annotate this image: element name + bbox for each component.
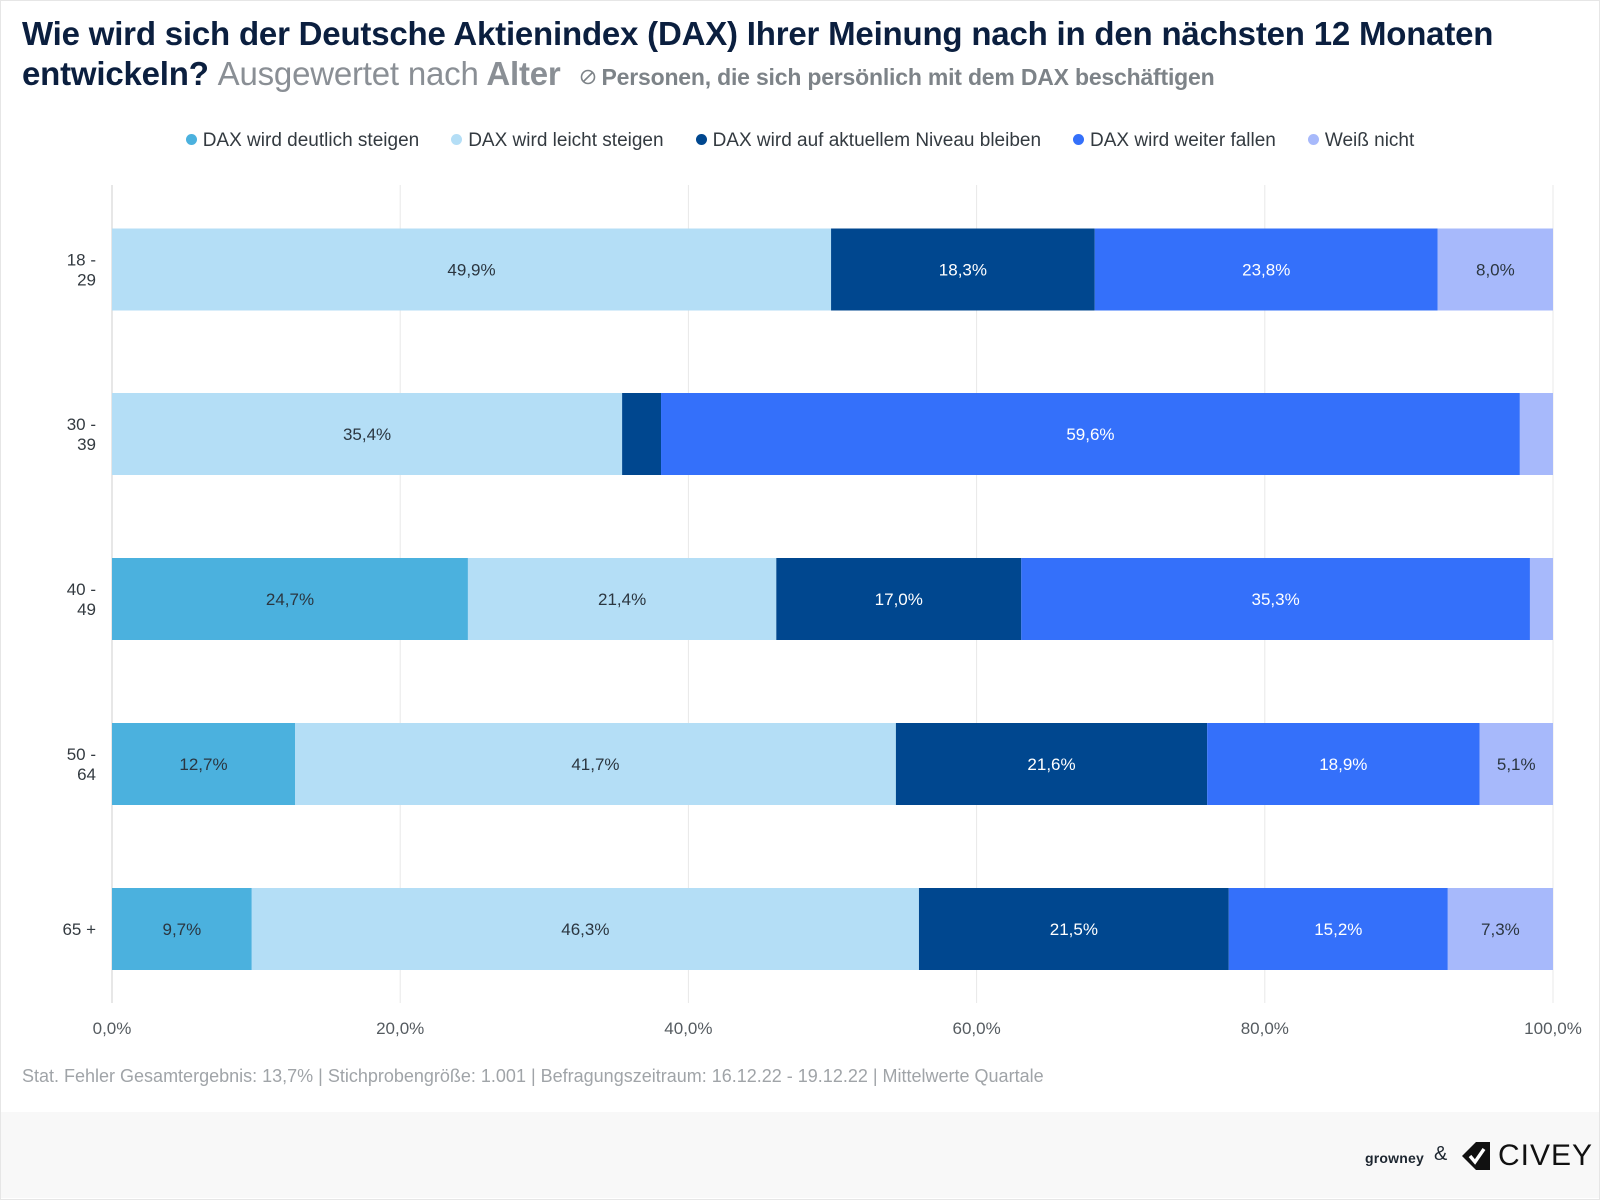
data-label: 24,7% — [266, 590, 314, 609]
legend-item[interactable]: Weiß nicht — [1307, 130, 1415, 152]
legend-item[interactable]: DAX wird deutlich steigen — [185, 130, 420, 152]
legend-dot-icon — [1073, 134, 1085, 145]
title-main: Wie wird sich der Deutsche Aktienindex (… — [22, 15, 1494, 92]
category-label: 65 + — [62, 920, 96, 939]
legend-label: DAX wird weiter fallen — [1090, 130, 1276, 151]
bar-segment — [1228, 888, 1448, 970]
data-label: 49,9% — [447, 261, 495, 280]
bar-segment — [1021, 558, 1530, 640]
filter-icon — [580, 54, 596, 85]
bar-segment — [112, 558, 468, 640]
bar-segment — [918, 888, 1229, 970]
legend-dot-icon — [185, 134, 197, 145]
data-label: 7,3% — [1481, 920, 1520, 939]
data-label: 35,4% — [343, 425, 391, 444]
bar-segment — [251, 888, 919, 970]
data-label: 21,5% — [1050, 920, 1098, 939]
bar-segment — [112, 393, 623, 475]
category-label-line: 29 — [77, 271, 96, 290]
data-label: 59,6% — [1066, 425, 1114, 444]
x-tick-label: 80,0% — [1241, 1019, 1289, 1038]
category-label: 18 -29 — [67, 251, 96, 290]
legend-label: Weiß nicht — [1324, 130, 1415, 151]
category-label-line: 39 — [77, 435, 96, 454]
category-label: 50 -64 — [67, 745, 96, 784]
bar-segment — [295, 723, 896, 805]
civey-logo-text: CIVEY — [1498, 1139, 1594, 1172]
legend-dot-icon — [1307, 134, 1319, 145]
category-label-line: 18 - — [67, 251, 96, 270]
category-label-line: 65 + — [62, 920, 96, 939]
bar-segment — [1437, 228, 1553, 311]
legend-item[interactable]: DAX wird weiter fallen — [1073, 130, 1276, 152]
footer-note: Stat. Fehler Gesamtergebnis: 13,7% | Sti… — [22, 1066, 1044, 1086]
data-label: 41,7% — [571, 755, 619, 774]
legend-item[interactable]: DAX wird leicht steigen — [451, 130, 664, 152]
data-label: 18,9% — [1319, 755, 1367, 774]
data-label: 8,0% — [1476, 261, 1515, 280]
data-label: 12,7% — [179, 755, 227, 774]
bar-segment — [661, 393, 1520, 475]
data-label: 18,3% — [939, 261, 987, 280]
x-tick-label: 20,0% — [376, 1019, 424, 1038]
bar-segment — [831, 228, 1095, 311]
legend-label: DAX wird auf aktuellem Niveau bleiben — [712, 130, 1042, 151]
category-label-line: 40 - — [67, 580, 96, 599]
bar-segment — [895, 723, 1208, 805]
title-filter: Personen, die sich persönlich mit dem DA… — [601, 64, 1215, 90]
x-tick-label: 100,0% — [1524, 1019, 1582, 1038]
brand-ampersand: & — [1434, 1143, 1448, 1165]
stacked-bar-chart: 0,0% 20,0% 40,0% 60,0% 80,0% 100,0% 49,9% 18,3%… — [62, 185, 1582, 1038]
x-tick-label: 0,0% — [93, 1019, 132, 1038]
legend-dot-icon — [451, 134, 463, 145]
civey-logo-icon — [1462, 1142, 1490, 1170]
bar-segment — [1529, 558, 1553, 640]
data-label: 9,7% — [163, 920, 202, 939]
data-label: 21,6% — [1027, 755, 1075, 774]
legend-label: DAX wird deutlich steigen — [202, 130, 420, 151]
bar-segment — [467, 558, 777, 640]
legend-label: DAX wird leicht steigen — [468, 130, 664, 151]
bar-segment — [112, 723, 296, 805]
chart-title: Wie wird sich der Deutsche Aktienindex (… — [22, 14, 1572, 97]
data-label: 46,3% — [561, 920, 609, 939]
title-sub-prefix: Ausgewertet nach — [217, 55, 479, 92]
bar-segment — [1094, 228, 1438, 311]
footer-bar — [1, 1112, 1599, 1198]
civey-logo: CIVEY — [1460, 1138, 1593, 1174]
category-label-line: 50 - — [67, 745, 96, 764]
data-label: 15,2% — [1314, 920, 1362, 939]
bar-segment — [1207, 723, 1480, 805]
legend-item[interactable]: DAX wird auf aktuellem Niveau bleiben — [695, 130, 1042, 152]
category-label: 40 -49 — [67, 580, 96, 619]
bar-segment — [112, 228, 832, 311]
x-tick-label: 40,0% — [664, 1019, 712, 1038]
data-label: 21,4% — [598, 590, 646, 609]
data-label: 17,0% — [875, 590, 923, 609]
bar-segment — [776, 558, 1022, 640]
data-label: 5,1% — [1497, 755, 1536, 774]
bar-segment — [1519, 393, 1553, 475]
category-label: 30 -39 — [67, 415, 96, 454]
growney-logo: growney — [1365, 1150, 1424, 1166]
category-label-line: 30 - — [67, 415, 96, 434]
data-label: 23,8% — [1242, 261, 1290, 280]
data-label: 35,3% — [1252, 590, 1300, 609]
bar-segment — [1479, 723, 1553, 805]
x-tick-label: 60,0% — [952, 1019, 1000, 1038]
bar-segment — [1447, 888, 1553, 970]
category-label-line: 64 — [77, 765, 96, 784]
chart-legend: DAX wird deutlich steigen DAX wird leicht… — [0, 130, 1600, 158]
legend-dot-icon — [695, 134, 707, 145]
category-label-line: 49 — [77, 600, 96, 619]
bar-segment — [622, 393, 662, 475]
title-sub-group: Alter — [486, 55, 561, 92]
bar-segment — [112, 888, 252, 970]
